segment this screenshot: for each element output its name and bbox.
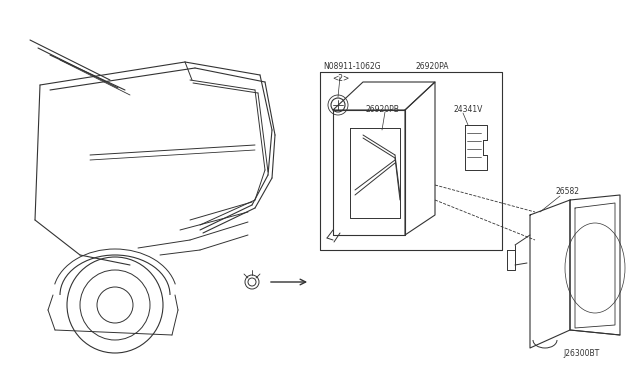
Text: 26920PB: 26920PB — [365, 105, 399, 114]
Text: 26582: 26582 — [555, 187, 579, 196]
Text: N08911-1062G: N08911-1062G — [323, 62, 381, 71]
Text: 24341V: 24341V — [453, 105, 483, 114]
Text: J26300BT: J26300BT — [564, 349, 600, 358]
Text: 26920PA: 26920PA — [415, 62, 449, 71]
Text: <2>: <2> — [332, 74, 349, 83]
